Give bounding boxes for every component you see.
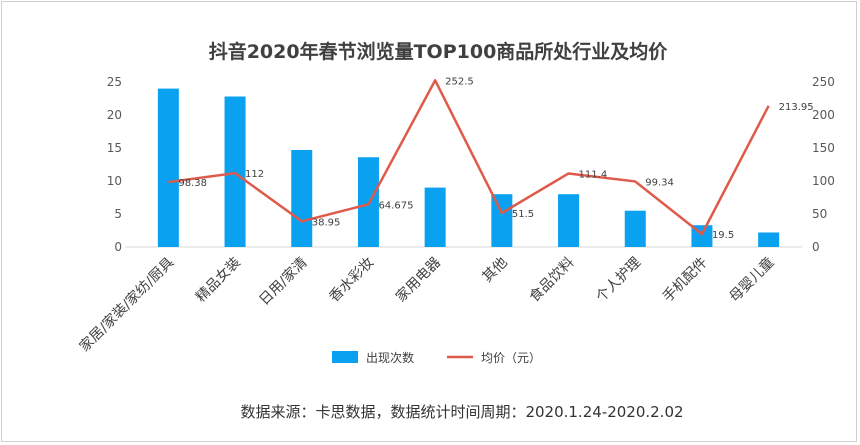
data-label: 98.38	[178, 178, 207, 189]
left-tick-label: 20	[107, 108, 122, 122]
right-tick-label: 50	[812, 207, 827, 221]
bar-series	[157, 88, 780, 248]
left-tick-label: 15	[107, 141, 122, 155]
left-tick-label: 25	[107, 75, 122, 89]
legend-bar-label: 出现次数	[366, 350, 414, 365]
bar	[758, 232, 780, 247]
left-axis: 0 5 10 15 20 25	[107, 75, 122, 254]
data-label: 111.4	[579, 169, 608, 180]
right-tick-label: 200	[812, 108, 835, 122]
left-tick-label: 5	[114, 207, 122, 221]
data-label: 64.675	[378, 200, 413, 211]
data-label: 252.5	[445, 76, 474, 87]
category-label: 香水彩妆	[326, 255, 377, 306]
bar	[157, 88, 179, 247]
legend-line-label: 均价（元）	[481, 351, 541, 365]
legend: 出现次数 均价（元）	[332, 350, 541, 365]
right-tick-label: 150	[812, 141, 835, 155]
category-label: 家用电器	[392, 254, 444, 306]
category-labels: 家居/家装/家纺/厨具 精品女装 日用/家清 香水彩妆 家用电器 其他 食品饮料 个人护理 手机…	[76, 254, 778, 355]
data-label: 19.5	[712, 230, 734, 241]
category-label: 日用/家清	[256, 254, 311, 309]
data-label: 213.95	[779, 102, 814, 113]
category-label: 精品女装	[192, 254, 244, 306]
right-tick-label: 100	[812, 174, 835, 188]
data-label: 38.95	[312, 217, 341, 228]
bar	[424, 187, 446, 247]
legend-bar-swatch	[332, 351, 358, 363]
bar	[624, 210, 646, 247]
category-label: 个人护理	[593, 255, 644, 306]
left-tick-label: 0	[114, 240, 122, 254]
bar	[558, 194, 580, 247]
bar	[491, 194, 513, 247]
left-tick-label: 10	[107, 174, 122, 188]
right-tick-label: 0	[812, 240, 820, 254]
data-label: 51.5	[512, 209, 534, 220]
bar	[291, 149, 313, 247]
right-tick-label: 250	[812, 75, 835, 89]
line-series: 98.38 112 38.95 64.675 252.5 51.5 111.4 99.34 19…	[168, 76, 814, 241]
category-label: 手机配件	[660, 255, 711, 306]
price-line	[168, 79, 770, 236]
category-label: 母婴儿童	[726, 254, 778, 306]
category-label: 家居/家装/家纺/厨具	[76, 254, 177, 355]
chart-title: 抖音2020年春节浏览量TOP100商品所处行业及均价	[209, 40, 669, 63]
data-label: 99.34	[645, 177, 674, 188]
category-label: 其他	[480, 255, 511, 286]
category-label: 食品饮料	[526, 254, 578, 306]
data-source-note: 数据来源：卡思数据，数据统计时间周期：2020.1.24-2020.2.02	[240, 403, 683, 421]
data-label: 112	[245, 169, 264, 180]
right-axis: 0 50 100 150 200 250	[812, 75, 835, 254]
bar	[224, 96, 246, 248]
